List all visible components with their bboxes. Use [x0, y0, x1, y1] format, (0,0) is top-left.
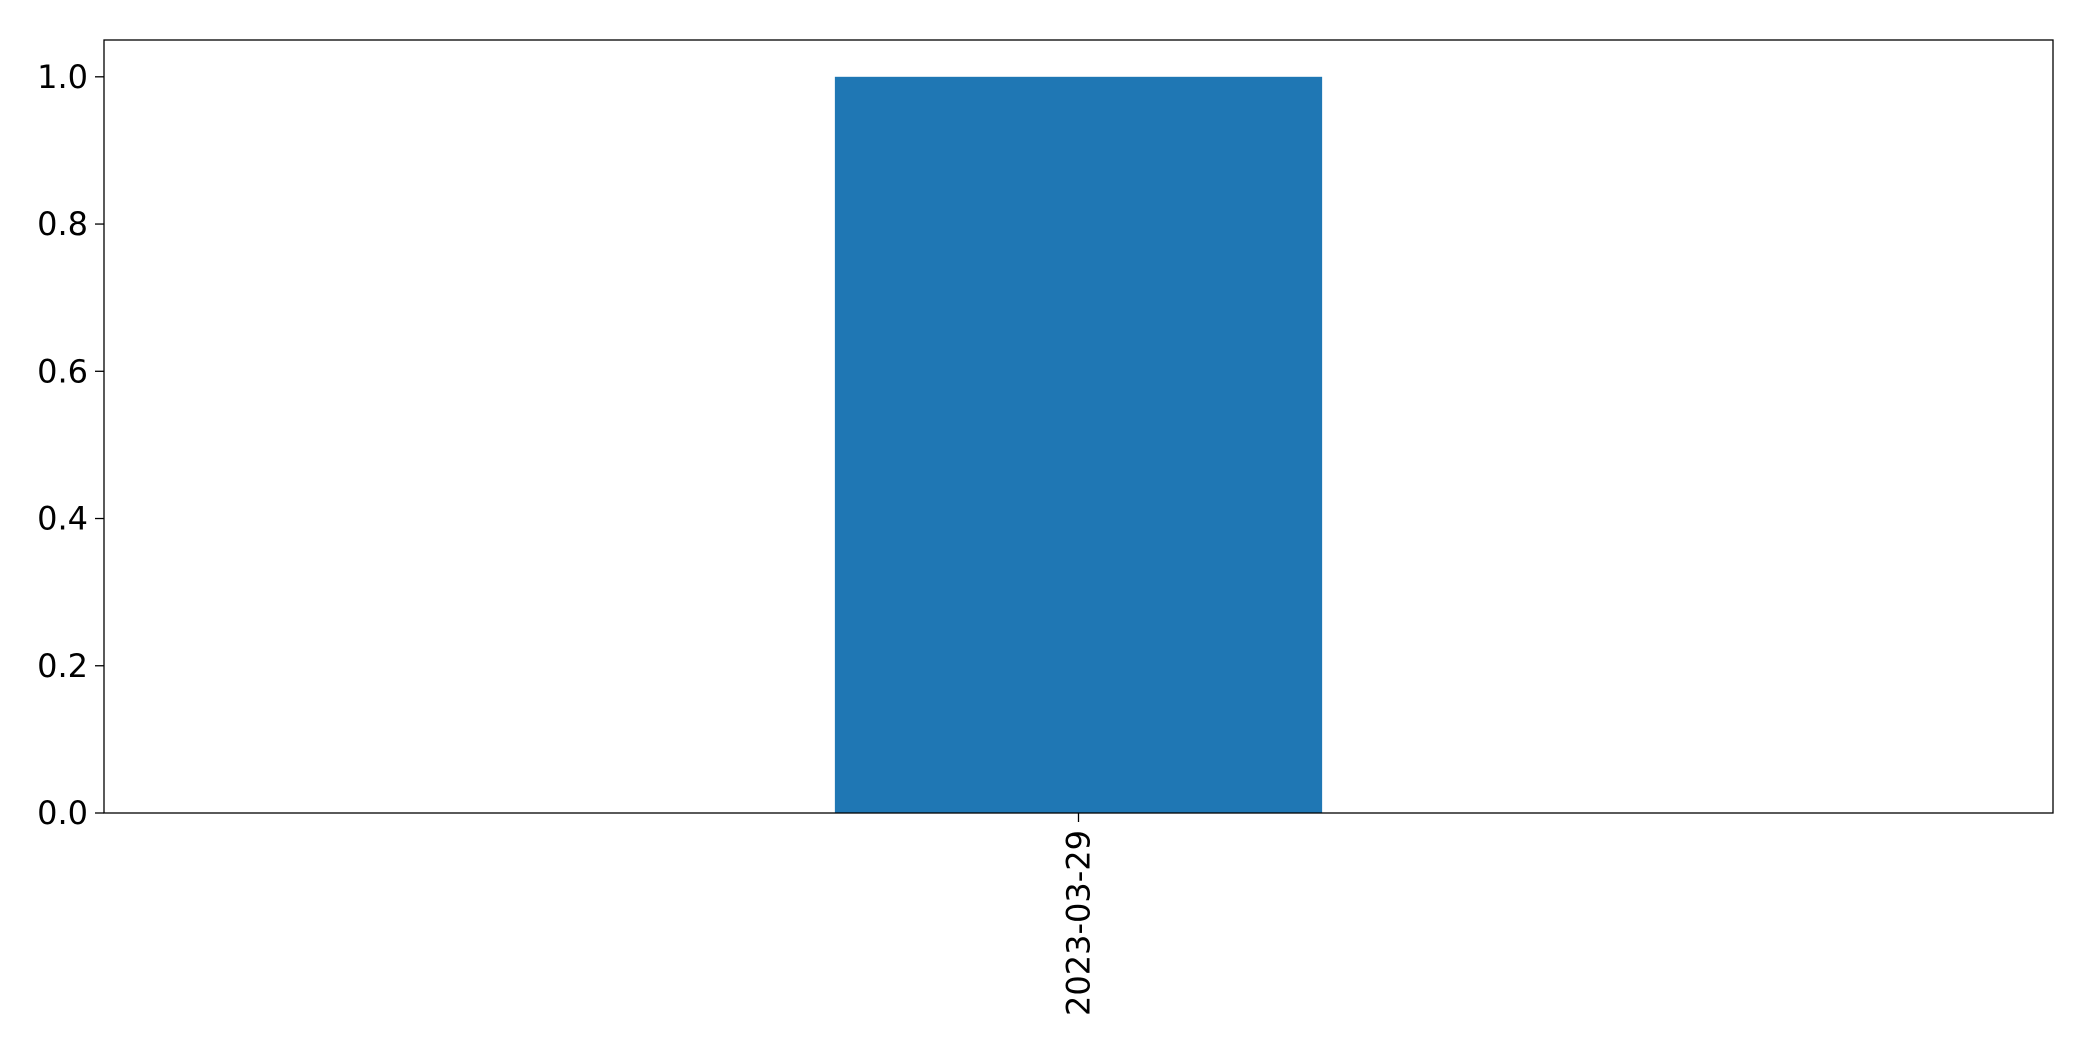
x-axis: 2023-03-29 — [1060, 813, 1098, 1016]
y-tick-label: 0.4 — [37, 500, 88, 538]
y-tick-label: 0.2 — [37, 647, 88, 685]
y-tick-label: 0.6 — [37, 352, 88, 390]
y-axis: 0.0 0.2 0.4 0.6 0.8 1.0 — [37, 58, 104, 832]
bar-2023-03-29 — [834, 76, 1323, 814]
y-tick-label: 0.8 — [37, 205, 88, 243]
bars — [834, 76, 1323, 814]
y-tick-label: 1.0 — [37, 58, 88, 96]
y-tick-label: 0.0 — [37, 794, 88, 832]
x-tick-label: 2023-03-29 — [1060, 830, 1098, 1016]
